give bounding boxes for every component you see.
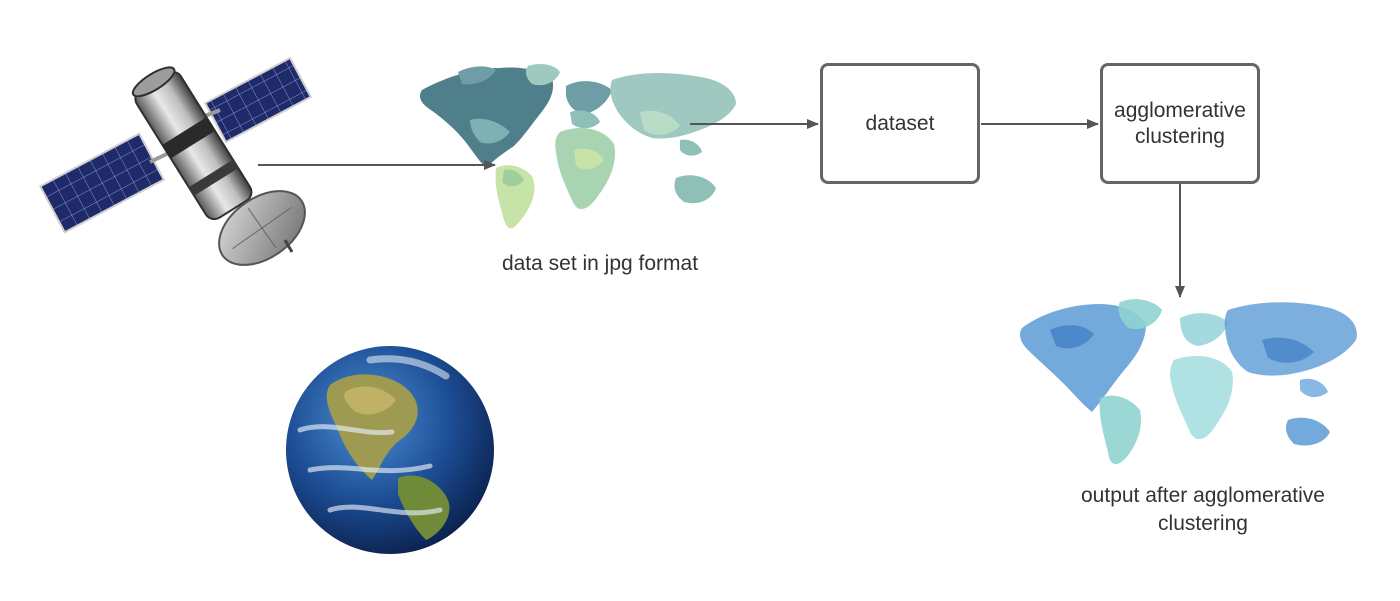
world-map-watercolor-icon [1020, 299, 1357, 465]
output-map-caption: output after agglomerative clustering [1081, 484, 1325, 535]
dataset-node: dataset [820, 63, 980, 184]
world-map-choropleth-icon [420, 64, 736, 229]
earth-globe-icon [286, 346, 494, 554]
satellite-icon [38, 56, 313, 266]
agglomerative-clustering-node: agglomerative clustering [1100, 63, 1260, 184]
input-map-caption: data set in jpg format [501, 252, 699, 275]
dataset-label: dataset [865, 111, 935, 135]
agglomerative-clustering-label: agglomerative clustering [1114, 98, 1246, 148]
